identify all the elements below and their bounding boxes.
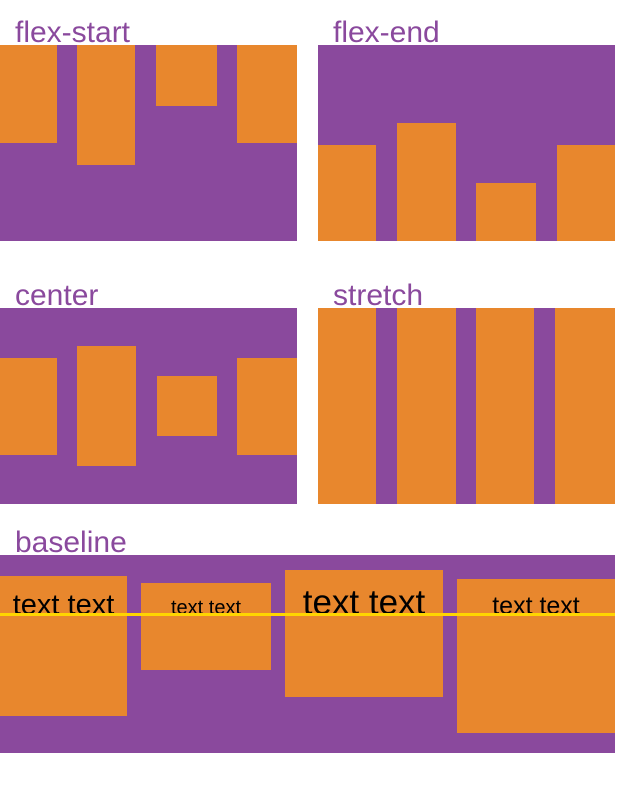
panel-flex-start: flex-start	[0, 0, 297, 241]
panel-label-baseline: baseline	[15, 526, 127, 559]
flex-container-flex-end	[318, 45, 615, 241]
panel-baseline: baseline text text text text text text text…	[0, 504, 615, 753]
panel-center: center	[0, 241, 297, 504]
flex-item	[396, 308, 456, 504]
flex-item	[236, 45, 297, 143]
flex-item	[236, 357, 297, 455]
panel-label-stretch: stretch	[333, 279, 424, 312]
flex-container-stretch	[318, 308, 615, 504]
flex-container-center	[0, 308, 297, 504]
flex-item	[554, 308, 615, 504]
align-items-figure: flex-start flex-end center stretch basel…	[0, 0, 615, 753]
flex-item	[155, 45, 217, 106]
flex-item: text text	[457, 579, 615, 733]
flex-item: text text	[0, 576, 127, 716]
flex-item	[476, 183, 537, 241]
panel-label-flex-end: flex-end	[333, 16, 440, 49]
flex-item	[396, 123, 456, 241]
flex-item: text text	[285, 570, 443, 697]
baseline-line	[0, 613, 615, 616]
flex-item	[556, 145, 615, 241]
flex-item	[77, 45, 136, 165]
flex-item	[156, 376, 217, 436]
flex-item	[476, 308, 535, 504]
panel-stretch: stretch	[318, 241, 615, 504]
flex-item	[318, 308, 376, 504]
panel-label-center: center	[15, 279, 99, 312]
panel-label-flex-start: flex-start	[15, 16, 131, 49]
panel-flex-end: flex-end	[318, 0, 615, 241]
flex-container-baseline: text text text text text text text text	[0, 555, 615, 753]
flex-container-flex-start	[0, 45, 297, 241]
flex-item	[0, 357, 57, 455]
flex-item	[0, 45, 57, 143]
flex-item	[77, 346, 137, 466]
flex-item: text text	[141, 583, 271, 670]
flex-item	[318, 145, 376, 241]
